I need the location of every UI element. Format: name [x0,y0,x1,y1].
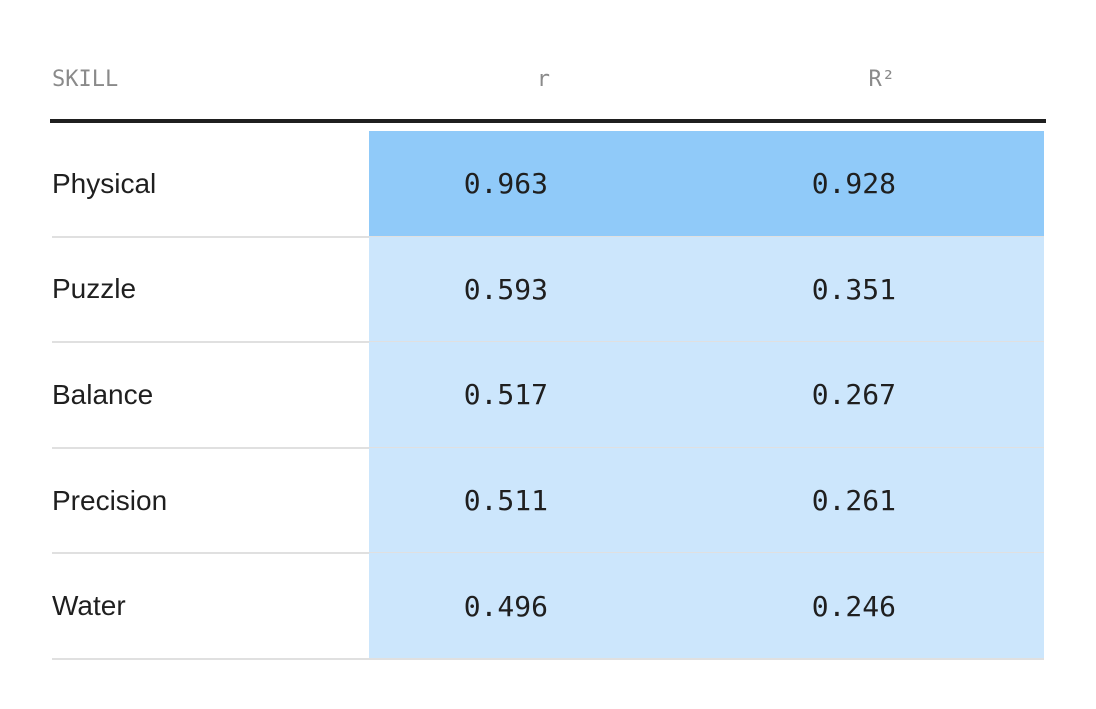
skill-name: Physical [52,167,157,199]
r-squared-value: 0.261 [811,484,896,518]
skill-name: Water [52,590,126,622]
r-value: 0.517 [463,378,548,412]
column-header: R² [868,67,896,92]
r-value: 0.511 [463,484,548,518]
value-cell-background [369,342,1044,448]
r-value: 0.963 [463,167,548,201]
r-value: 0.593 [463,272,548,306]
r-squared-value: 0.351 [811,272,896,306]
value-cell-background [369,447,1044,554]
column-header: r [536,67,550,92]
header-rule [50,119,1046,123]
value-cell-background [369,236,1044,343]
skill-name: Puzzle [52,273,137,305]
r-value: 0.496 [463,589,548,623]
row-separator [52,658,1044,660]
r-squared-value: 0.267 [811,378,896,412]
skill-name: Precision [52,484,168,516]
value-cell-background [369,553,1044,659]
r-squared-value: 0.246 [811,589,896,623]
column-header: SKILL [52,67,119,92]
value-cell-background [369,131,1044,237]
skill-name: Balance [52,378,154,410]
r-squared-value: 0.928 [811,167,896,201]
